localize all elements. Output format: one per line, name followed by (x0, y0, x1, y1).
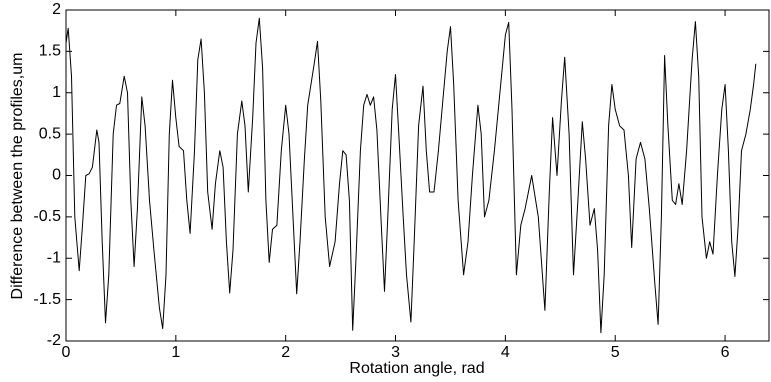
x-tick-label: 0 (62, 344, 71, 361)
y-tick-label: -2 (47, 332, 61, 349)
y-tick-label: -0.5 (33, 208, 61, 225)
plot-frame (65, 9, 770, 342)
data-line (65, 17, 757, 334)
x-tick-label: 1 (171, 344, 180, 361)
x-tick-label: 6 (721, 344, 730, 361)
y-tick-label: -1 (47, 249, 61, 266)
y-tick-label: 0 (52, 167, 61, 184)
x-tick-label: 5 (611, 344, 620, 361)
y-axis-label: Difference between the profiles,um (9, 53, 26, 300)
y-tick-label: -1.5 (33, 291, 61, 308)
x-tick-label: 2 (281, 344, 290, 361)
y-tick-label: 0.5 (39, 125, 61, 142)
y-tick-label: 2 (52, 1, 61, 18)
x-axis-label: Rotation angle, rad (349, 360, 484, 377)
x-tick-label: 3 (391, 344, 400, 361)
x-tick-label: 4 (501, 344, 510, 361)
y-tick-label: 1 (52, 84, 61, 101)
y-tick-label: 1.5 (39, 43, 61, 60)
